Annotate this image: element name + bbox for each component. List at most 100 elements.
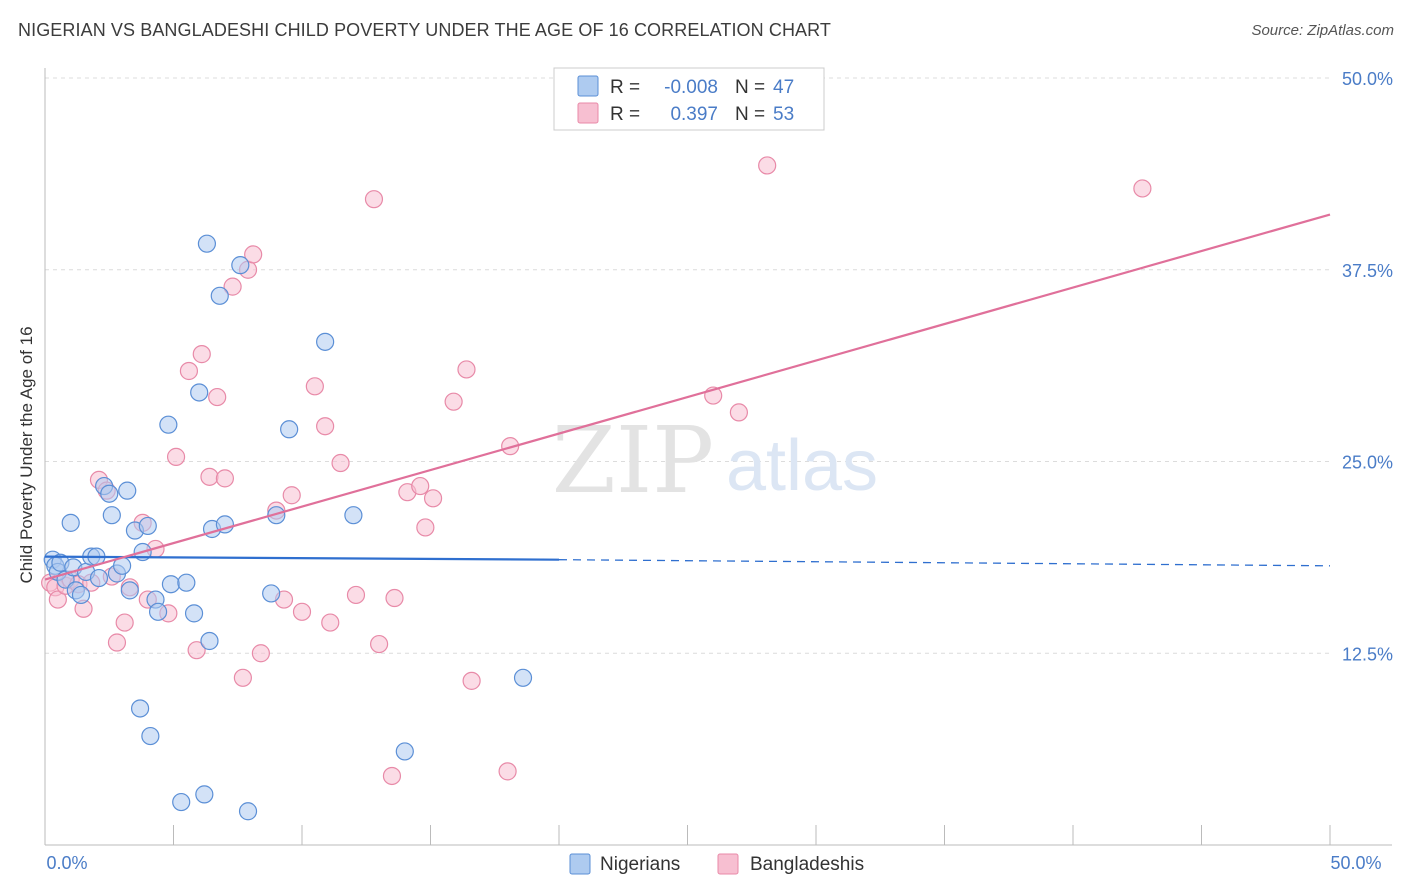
watermark: ZIP atlas: [552, 407, 878, 514]
bangladeshis-point: [457, 360, 476, 379]
bangladeshis-point: [1133, 179, 1152, 198]
nigerians-point: [148, 602, 168, 621]
bangladeshis-point: [215, 469, 234, 488]
bangladeshis-point: [251, 644, 270, 663]
nigerians-point: [172, 792, 191, 812]
bangladeshis-point: [364, 190, 384, 209]
nigerians-point: [159, 415, 178, 434]
legend-r-label: R =: [610, 77, 640, 98]
bangladeshis-point: [305, 377, 324, 396]
bangladeshis-point: [444, 392, 463, 411]
nigerians-point: [210, 286, 229, 305]
bangladeshis-point: [331, 453, 350, 473]
axes: [44, 68, 1392, 846]
nigerians-point: [177, 573, 196, 592]
bangladeshis-point: [233, 668, 252, 687]
legend-label-nigerians: Nigerians: [600, 854, 680, 875]
stats-legend-box: [553, 67, 825, 131]
series-legend: Nigerians Bangladeshis: [569, 853, 864, 875]
y-tick-label: 25.0%: [1342, 453, 1393, 473]
nigerians-trend-line: [44, 555, 560, 561]
bangladeshis-point: [370, 634, 389, 654]
bangladeshis-point: [321, 613, 340, 632]
nigerians-point: [200, 631, 219, 651]
y-tick-label: 37.5%: [1342, 261, 1393, 281]
x-tick-label: 50.0%: [1330, 853, 1381, 873]
legend-swatch-nigerians: [569, 853, 591, 875]
bangladeshis-point: [187, 641, 206, 660]
bangladeshis-point: [48, 590, 67, 609]
legend-n-label: N =: [735, 77, 765, 98]
x-tick-label: 0.0%: [46, 853, 87, 873]
y-tick-label: 12.5%: [1342, 644, 1393, 664]
nigerians-point: [190, 383, 209, 402]
nigerians-point: [118, 481, 137, 500]
nigerians-point: [120, 581, 139, 600]
bangladeshis-point: [200, 467, 219, 486]
chart-title: NIGERIAN VS BANGLADESHI CHILD POVERTY UN…: [18, 20, 832, 40]
nigerians-point: [100, 484, 119, 503]
bangladeshis-point: [292, 602, 312, 621]
nigerians-point: [262, 584, 281, 603]
nigerians-point: [130, 699, 150, 718]
nigerians-trend-extension: [558, 559, 1331, 567]
legend-n-label: N =: [735, 104, 765, 125]
bangladeshis-point: [346, 585, 366, 605]
nigerians-point: [71, 585, 91, 605]
legend-swatch-nigerians: [577, 75, 599, 97]
bangladeshis-point: [208, 387, 227, 407]
bangladeshis-point: [282, 486, 301, 505]
nigerians-point: [280, 420, 299, 439]
nigerians-point: [184, 604, 204, 623]
nigerians-point: [197, 234, 217, 253]
bangladeshis-point: [423, 489, 443, 508]
bangladeshis-point: [166, 447, 186, 466]
bangladeshis-point: [758, 156, 777, 175]
trend-lines: [44, 213, 1331, 581]
nigerians-point: [141, 726, 160, 746]
bangladeshis-point: [192, 345, 211, 364]
bangladeshis-trend-line: [44, 213, 1331, 581]
nigerians-point: [231, 256, 250, 275]
bangladeshis-point: [385, 588, 404, 608]
bangladeshis-point: [244, 245, 263, 264]
nigerians-point: [195, 785, 214, 804]
legend-swatch-bangladeshis: [717, 853, 739, 875]
series-nigerians-points: [43, 234, 533, 821]
source-credit: Source: ZipAtlas.com: [1251, 22, 1394, 39]
bangladeshis-point: [462, 671, 481, 690]
nigerians-point: [102, 506, 121, 525]
nigerians-point: [513, 668, 533, 687]
gridlines: 12.5% 25.0% 37.5% 50.0%: [45, 69, 1393, 664]
y-tick-label: 50.0%: [1342, 69, 1393, 89]
nigerians-point: [61, 513, 80, 532]
legend-n-value-nigerians: 47: [773, 77, 794, 98]
nigerians-point: [238, 802, 258, 821]
stats-legend: R = -0.008 N = 47 R = 0.397 N = 53: [553, 67, 825, 131]
nigerians-point: [344, 506, 363, 525]
nigerians-point: [89, 568, 109, 588]
watermark-atlas: atlas: [726, 426, 878, 506]
nigerians-point: [138, 516, 157, 536]
legend-swatch-bangladeshis: [577, 102, 599, 124]
bangladeshis-point: [316, 417, 335, 436]
nigerians-point: [161, 575, 181, 594]
bangladeshis-point: [498, 762, 517, 781]
legend-n-value-bangladeshis: 53: [773, 104, 794, 125]
legend-r-value-bangladeshis: 0.397: [670, 104, 718, 125]
series-bangladeshis-points: [41, 156, 1152, 786]
bangladeshis-point: [115, 613, 134, 632]
watermark-zip: ZIP: [552, 407, 714, 514]
legend-label-bangladeshis: Bangladeshis: [750, 854, 864, 875]
legend-r-label: R =: [610, 104, 640, 125]
bangladeshis-point: [179, 361, 199, 381]
bangladeshis-point: [411, 476, 430, 496]
nigerians-point: [316, 332, 335, 351]
legend-r-value-nigerians: -0.008: [664, 77, 718, 98]
bangladeshis-point: [729, 403, 749, 422]
nigerians-point: [395, 742, 414, 761]
bangladeshis-point: [382, 766, 402, 786]
bangladeshis-point: [107, 633, 127, 652]
bangladeshis-point: [416, 518, 435, 537]
